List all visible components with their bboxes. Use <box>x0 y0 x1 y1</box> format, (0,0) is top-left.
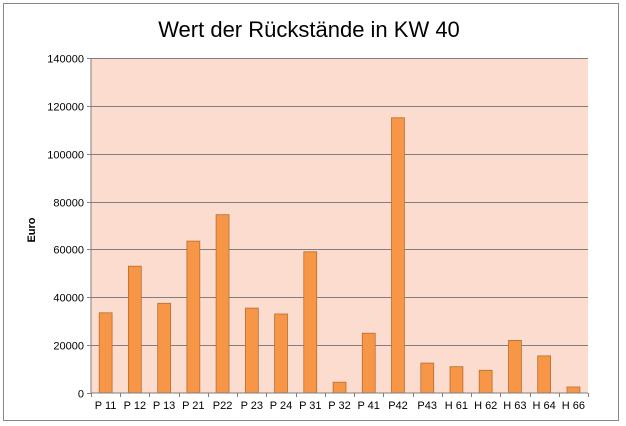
bar-p31 <box>303 251 318 394</box>
bar-p32 <box>332 381 347 394</box>
x-tick-label: P 41 <box>357 400 379 412</box>
x-tick-label: P 23 <box>241 400 263 412</box>
x-tick-label: H 66 <box>562 400 585 412</box>
y-tick-label: 60000 <box>53 245 84 257</box>
bar-h62 <box>478 369 493 394</box>
bar-h66 <box>566 386 581 394</box>
chart-title: Wert der Rückstände in KW 40 <box>158 17 460 42</box>
x-tick-label: H 61 <box>445 400 468 412</box>
bar-p13 <box>157 302 171 394</box>
plot-area <box>91 58 588 393</box>
bar-p11 <box>98 312 113 394</box>
bar-p41 <box>361 332 376 394</box>
y-tick-label: 120000 <box>47 102 84 114</box>
bar-p23 <box>244 307 259 394</box>
x-tick-label: H 63 <box>503 400 526 412</box>
gridlines <box>91 58 588 346</box>
y-axis-ticks: 0 20000 40000 60000 80000 100000 120000 140000 <box>47 54 91 401</box>
y-tick-label: 0 <box>78 389 84 401</box>
bar-p42 <box>391 117 405 394</box>
bar-chart: Wert der Rückstände in KW 40 Euro 0 20000… <box>26 17 589 412</box>
bar-p22 <box>215 214 230 394</box>
y-tick-label: 80000 <box>53 198 84 210</box>
bar-h61 <box>449 366 464 394</box>
x-tick-label: H 62 <box>474 400 497 412</box>
x-tick-label: H 64 <box>532 400 555 412</box>
x-tick-label: P 32 <box>328 400 350 412</box>
x-tick-label: P22 <box>213 400 233 412</box>
x-tick-label: P 21 <box>182 400 204 412</box>
x-tick-label: P43 <box>417 400 437 412</box>
chart-frame: Wert der Rückstände in KW 40 Euro 0 20000… <box>3 3 619 421</box>
x-tick-label: P 13 <box>153 400 175 412</box>
x-tick-label: P 31 <box>299 400 321 412</box>
y-tick-label: 20000 <box>53 341 84 353</box>
bar-p12 <box>128 265 142 394</box>
y-axis-label: Euro <box>26 217 38 242</box>
x-axis-ticks: P 11 P 12 P 13 P 21 P22 P 23 P 24 P 31 P 32 P 41 P… <box>91 393 589 412</box>
bar-p21 <box>186 240 201 394</box>
bar-h64 <box>537 355 552 394</box>
y-tick-label: 140000 <box>47 54 84 66</box>
x-tick-label: P 11 <box>95 400 117 412</box>
bars <box>98 117 581 394</box>
y-tick-label: 40000 <box>53 293 84 305</box>
y-tick-label: 100000 <box>47 150 84 162</box>
x-tick-label: P42 <box>388 400 408 412</box>
bar-h63 <box>508 339 522 394</box>
x-tick-label: P 24 <box>270 400 292 412</box>
bar-p24 <box>274 313 288 394</box>
x-tick-label: P 12 <box>124 400 146 412</box>
bar-p43 <box>420 362 435 394</box>
